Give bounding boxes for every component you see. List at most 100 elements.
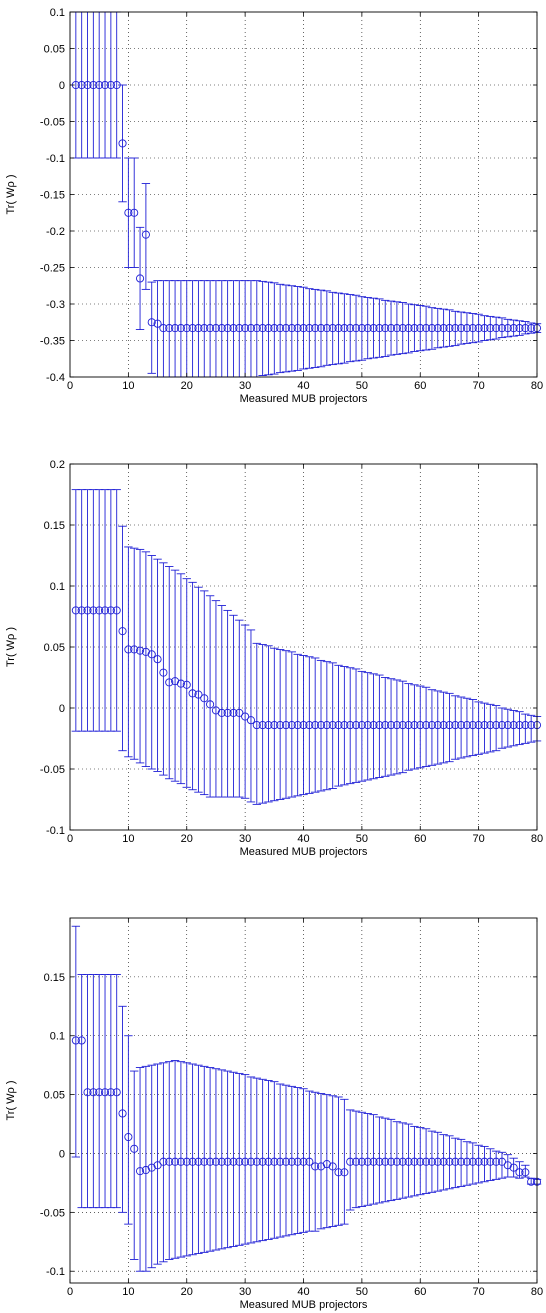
data-point bbox=[357, 1157, 366, 1166]
data-point bbox=[416, 721, 425, 730]
data-point bbox=[340, 1168, 349, 1177]
data-point bbox=[486, 721, 495, 730]
data-point bbox=[77, 80, 86, 90]
data-point bbox=[468, 1157, 477, 1166]
data-point bbox=[299, 721, 308, 730]
data-point bbox=[439, 1157, 448, 1166]
data-point bbox=[188, 689, 197, 698]
data-point bbox=[135, 646, 145, 655]
data-point bbox=[457, 324, 466, 333]
x-tick-label: 80 bbox=[531, 380, 543, 392]
data-point bbox=[287, 1157, 296, 1166]
data-point bbox=[89, 80, 98, 90]
data-point bbox=[217, 324, 226, 333]
data-point bbox=[497, 721, 507, 730]
data-point bbox=[124, 208, 133, 217]
data-point bbox=[281, 721, 291, 730]
data-point bbox=[159, 324, 168, 333]
data-point bbox=[211, 324, 220, 333]
data-point bbox=[217, 708, 226, 717]
data-point bbox=[171, 677, 180, 686]
data-point bbox=[381, 324, 390, 333]
data-point bbox=[486, 1157, 495, 1166]
x-tick-label: 70 bbox=[473, 833, 485, 845]
data-point bbox=[276, 324, 285, 333]
data-point bbox=[357, 721, 366, 730]
data-point bbox=[299, 1157, 308, 1166]
data-point bbox=[252, 324, 261, 333]
x-tick-label: 60 bbox=[414, 833, 426, 845]
y-tick-label: 0.2 bbox=[50, 459, 65, 471]
data-point bbox=[387, 324, 396, 333]
data-point bbox=[404, 324, 413, 333]
data-point bbox=[433, 324, 442, 333]
y-tick-label: 0.15 bbox=[44, 972, 65, 984]
x-tick-label: 0 bbox=[67, 833, 73, 845]
data-point bbox=[392, 721, 401, 730]
data-point bbox=[95, 80, 104, 90]
data-point bbox=[171, 324, 180, 333]
data-point bbox=[182, 680, 191, 689]
data-point bbox=[118, 1109, 127, 1118]
data-point bbox=[311, 721, 320, 730]
data-point bbox=[375, 721, 384, 730]
data-point bbox=[229, 324, 238, 333]
data-point bbox=[521, 1168, 530, 1177]
data-point bbox=[521, 324, 530, 333]
data-point bbox=[106, 80, 115, 90]
data-point bbox=[223, 324, 232, 333]
data-point bbox=[206, 324, 215, 333]
data-point bbox=[165, 678, 174, 687]
data-point bbox=[182, 324, 191, 333]
data-point bbox=[176, 679, 185, 688]
data-point bbox=[241, 1157, 250, 1166]
data-point bbox=[328, 324, 337, 333]
x-tick-label: 30 bbox=[239, 833, 251, 845]
data-point bbox=[410, 1157, 419, 1166]
y-tick-label: -0.35 bbox=[40, 336, 65, 348]
data-point bbox=[527, 1177, 536, 1186]
data-point bbox=[258, 1157, 267, 1166]
data-point bbox=[334, 1168, 343, 1177]
data-point bbox=[206, 700, 215, 709]
data-point bbox=[322, 1160, 331, 1169]
x-tick-label: 50 bbox=[356, 1286, 368, 1298]
y-tick-label: -0.15 bbox=[40, 190, 65, 202]
data-point bbox=[351, 1157, 361, 1166]
data-point bbox=[252, 721, 261, 730]
data-point bbox=[410, 324, 419, 333]
data-point bbox=[246, 1157, 256, 1166]
data-point bbox=[375, 1157, 384, 1166]
data-point bbox=[165, 324, 174, 333]
data-point bbox=[130, 645, 139, 654]
data-point bbox=[159, 668, 168, 677]
data-point bbox=[363, 721, 372, 730]
y-tick-label: -0.1 bbox=[46, 825, 65, 837]
data-point bbox=[194, 1157, 203, 1166]
data-point bbox=[281, 324, 291, 333]
data-point bbox=[130, 208, 139, 217]
data-point bbox=[270, 1157, 279, 1166]
data-point bbox=[486, 324, 495, 333]
data-point bbox=[497, 324, 507, 333]
data-point bbox=[433, 1157, 442, 1166]
data-point bbox=[387, 721, 396, 730]
data-point bbox=[462, 324, 472, 333]
data-point bbox=[346, 324, 355, 333]
data-point bbox=[258, 721, 267, 730]
chart-panel-3: 0 10 20 30 40 50 60 70 80 -0.1 -0.05 0 0.05 0.1 0.15 Me… bbox=[5, 917, 543, 1311]
data-point bbox=[316, 324, 326, 333]
y-tick-label: -0.1 bbox=[46, 153, 65, 165]
data-point bbox=[439, 721, 448, 730]
data-point bbox=[95, 606, 104, 615]
data-point bbox=[106, 606, 115, 615]
data-point bbox=[334, 324, 343, 333]
data-point bbox=[124, 1132, 133, 1142]
chart-panel-2: 0 10 20 30 40 50 60 70 80 -0.1 -0.05 0 0.05 0.1 0.15 0.… bbox=[5, 459, 543, 858]
data-point bbox=[445, 1157, 454, 1166]
data-point bbox=[398, 721, 407, 730]
y-tick-label: -0.05 bbox=[40, 117, 65, 129]
y-axis-label: Tr( Wρ ) bbox=[5, 1080, 17, 1120]
data-point bbox=[346, 721, 355, 730]
